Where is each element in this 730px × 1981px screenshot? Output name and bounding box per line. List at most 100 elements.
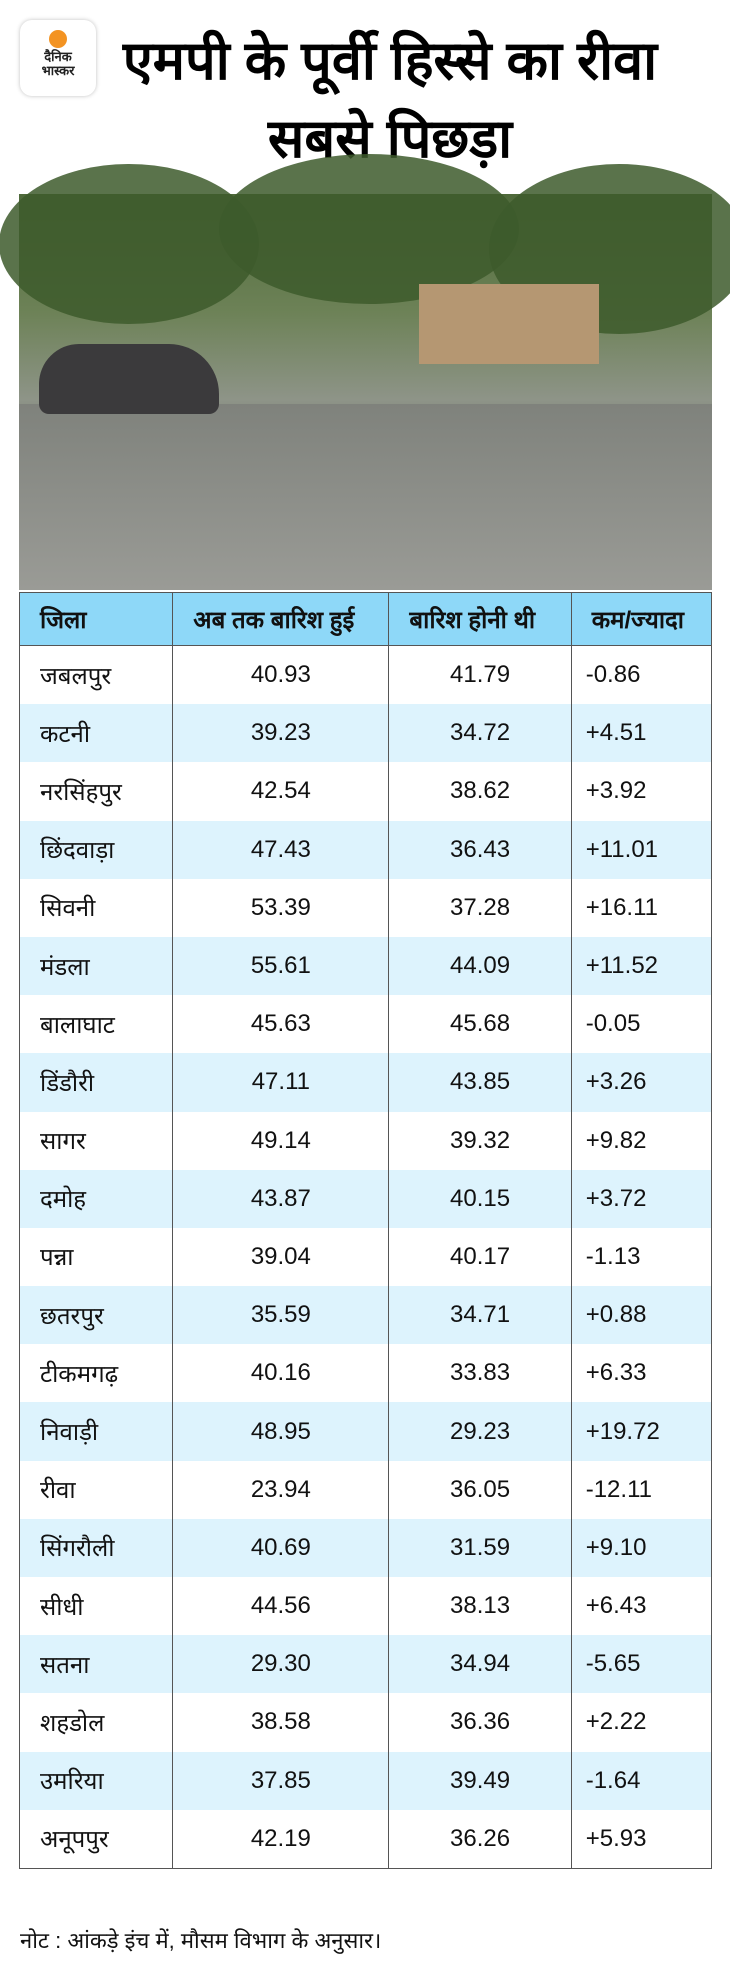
table-row: बालाघाट 45.63 45.68 -0.05 <box>18 995 713 1054</box>
district-cell: पन्ना <box>18 1227 174 1287</box>
table-row: उमरिया 37.85 39.49 -1.64 <box>18 1751 713 1810</box>
difference-cell: +3.26 <box>570 1053 713 1112</box>
rain-expected-cell: 29.23 <box>388 1402 572 1461</box>
header-rain-expected: बारिश होनी थी <box>388 592 572 646</box>
difference-cell: +3.72 <box>570 1169 713 1228</box>
rain-received-cell: 35.59 <box>172 1286 390 1345</box>
rain-received-cell: 39.04 <box>172 1227 390 1287</box>
rain-expected-cell: 36.36 <box>388 1693 572 1752</box>
rain-expected-cell: 43.85 <box>388 1053 572 1112</box>
rain-received-cell: 44.56 <box>172 1577 390 1636</box>
district-cell: सिंगरौली <box>18 1518 174 1577</box>
table-row: डिंडौरी 47.11 43.85 +3.26 <box>18 1053 713 1112</box>
district-cell: छतरपुर <box>18 1286 174 1345</box>
rain-expected-cell: 36.26 <box>388 1809 572 1869</box>
district-cell: अनूपपुर <box>18 1809 174 1869</box>
rainy-street-photo <box>0 154 730 590</box>
rain-received-cell: 29.30 <box>172 1635 390 1694</box>
rain-received-cell: 42.54 <box>172 762 390 821</box>
table-row: कटनी 39.23 34.72 +4.51 <box>18 704 713 763</box>
rain-expected-cell: 34.94 <box>388 1635 572 1694</box>
rain-received-cell: 37.85 <box>172 1751 390 1810</box>
table-row: अनूपपुर 42.19 36.26 +5.93 <box>18 1809 713 1869</box>
logo-line2: भास्कर <box>41 63 75 78</box>
rain-expected-cell: 36.43 <box>388 820 572 879</box>
table-row: नरसिंहपुर 42.54 38.62 +3.92 <box>18 762 713 821</box>
rain-expected-cell: 39.32 <box>388 1111 572 1170</box>
table-row: मंडला 55.61 44.09 +11.52 <box>18 936 713 996</box>
difference-cell: +6.33 <box>570 1344 713 1403</box>
rain-expected-cell: 40.17 <box>388 1227 572 1287</box>
rain-received-cell: 39.23 <box>172 704 390 763</box>
district-cell: सतना <box>18 1635 174 1694</box>
sun-icon <box>49 30 67 48</box>
district-cell: निवाड़ी <box>18 1402 174 1461</box>
rain-received-cell: 43.87 <box>172 1169 390 1228</box>
rain-received-cell: 42.19 <box>172 1809 390 1869</box>
rain-received-cell: 40.93 <box>172 645 390 705</box>
table-row: शहडोल 38.58 36.36 +2.22 <box>18 1693 713 1752</box>
district-cell: बालाघाट <box>18 995 174 1054</box>
rain-expected-cell: 34.72 <box>388 704 572 763</box>
rain-received-cell: 55.61 <box>172 936 390 996</box>
difference-cell: -12.11 <box>570 1460 713 1519</box>
difference-cell: +11.52 <box>570 936 713 996</box>
rain-received-cell: 49.14 <box>172 1111 390 1170</box>
difference-cell: -5.65 <box>570 1635 713 1694</box>
logo-line1: दैनिक <box>44 49 72 64</box>
table-row: सीधी 44.56 38.13 +6.43 <box>18 1577 713 1636</box>
table-row: छिंदवाड़ा 47.43 36.43 +11.01 <box>18 820 713 879</box>
rain-received-cell: 47.43 <box>172 820 390 879</box>
difference-cell: +0.88 <box>570 1286 713 1345</box>
rain-expected-cell: 44.09 <box>388 936 572 996</box>
district-cell: सीधी <box>18 1577 174 1636</box>
rainfall-table: जिला अब तक बारिश हुई बारिश होनी थी कम/ज्… <box>18 592 713 1869</box>
difference-cell: -1.64 <box>570 1751 713 1810</box>
district-cell: कटनी <box>18 704 174 763</box>
table-row: दमोह 43.87 40.15 +3.72 <box>18 1169 713 1228</box>
difference-cell: +11.01 <box>570 820 713 879</box>
rain-received-cell: 45.63 <box>172 995 390 1054</box>
difference-cell: +9.10 <box>570 1518 713 1577</box>
district-cell: सिवनी <box>18 878 174 937</box>
difference-cell: +3.92 <box>570 762 713 821</box>
dainik-bhaskar-logo: दैनिक भास्कर <box>20 20 96 96</box>
table-row: सतना 29.30 34.94 -5.65 <box>18 1635 713 1694</box>
rain-expected-cell: 38.13 <box>388 1577 572 1636</box>
district-cell: छिंदवाड़ा <box>18 820 174 879</box>
table-row: सिंगरौली 40.69 31.59 +9.10 <box>18 1518 713 1577</box>
rain-expected-cell: 37.28 <box>388 878 572 937</box>
rain-expected-cell: 45.68 <box>388 995 572 1054</box>
difference-cell: +16.11 <box>570 878 713 937</box>
header-district: जिला <box>18 592 174 646</box>
table-header-row: जिला अब तक बारिश हुई बारिश होनी थी कम/ज्… <box>18 592 713 646</box>
header-difference: कम/ज्यादा <box>570 592 713 646</box>
difference-cell: +19.72 <box>570 1402 713 1461</box>
table-row: निवाड़ी 48.95 29.23 +19.72 <box>18 1402 713 1461</box>
rain-expected-cell: 41.79 <box>388 645 572 705</box>
rain-received-cell: 40.16 <box>172 1344 390 1403</box>
header-rain-received: अब तक बारिश हुई <box>172 592 390 646</box>
difference-cell: +9.82 <box>570 1111 713 1170</box>
district-cell: रीवा <box>18 1460 174 1519</box>
rain-received-cell: 53.39 <box>172 878 390 937</box>
district-cell: डिंडौरी <box>18 1053 174 1112</box>
rain-received-cell: 47.11 <box>172 1053 390 1112</box>
difference-cell: +6.43 <box>570 1577 713 1636</box>
table-row: पन्ना 39.04 40.17 -1.13 <box>18 1227 713 1287</box>
table-row: सिवनी 53.39 37.28 +16.11 <box>18 878 713 937</box>
car <box>39 344 219 414</box>
table-row: सागर 49.14 39.32 +9.82 <box>18 1111 713 1170</box>
district-cell: उमरिया <box>18 1751 174 1810</box>
headline: एमपी के पूर्वी हिस्से का रीवा सबसे पिछड़… <box>122 31 658 169</box>
rain-received-cell: 40.69 <box>172 1518 390 1577</box>
difference-cell: +2.22 <box>570 1693 713 1752</box>
rain-expected-cell: 40.15 <box>388 1169 572 1228</box>
difference-cell: -0.05 <box>570 995 713 1054</box>
district-cell: टीकमगढ़ <box>18 1344 174 1403</box>
difference-cell: +5.93 <box>570 1809 713 1869</box>
table-row: छतरपुर 35.59 34.71 +0.88 <box>18 1286 713 1345</box>
district-cell: मंडला <box>18 936 174 996</box>
district-cell: जबलपुर <box>18 645 174 705</box>
